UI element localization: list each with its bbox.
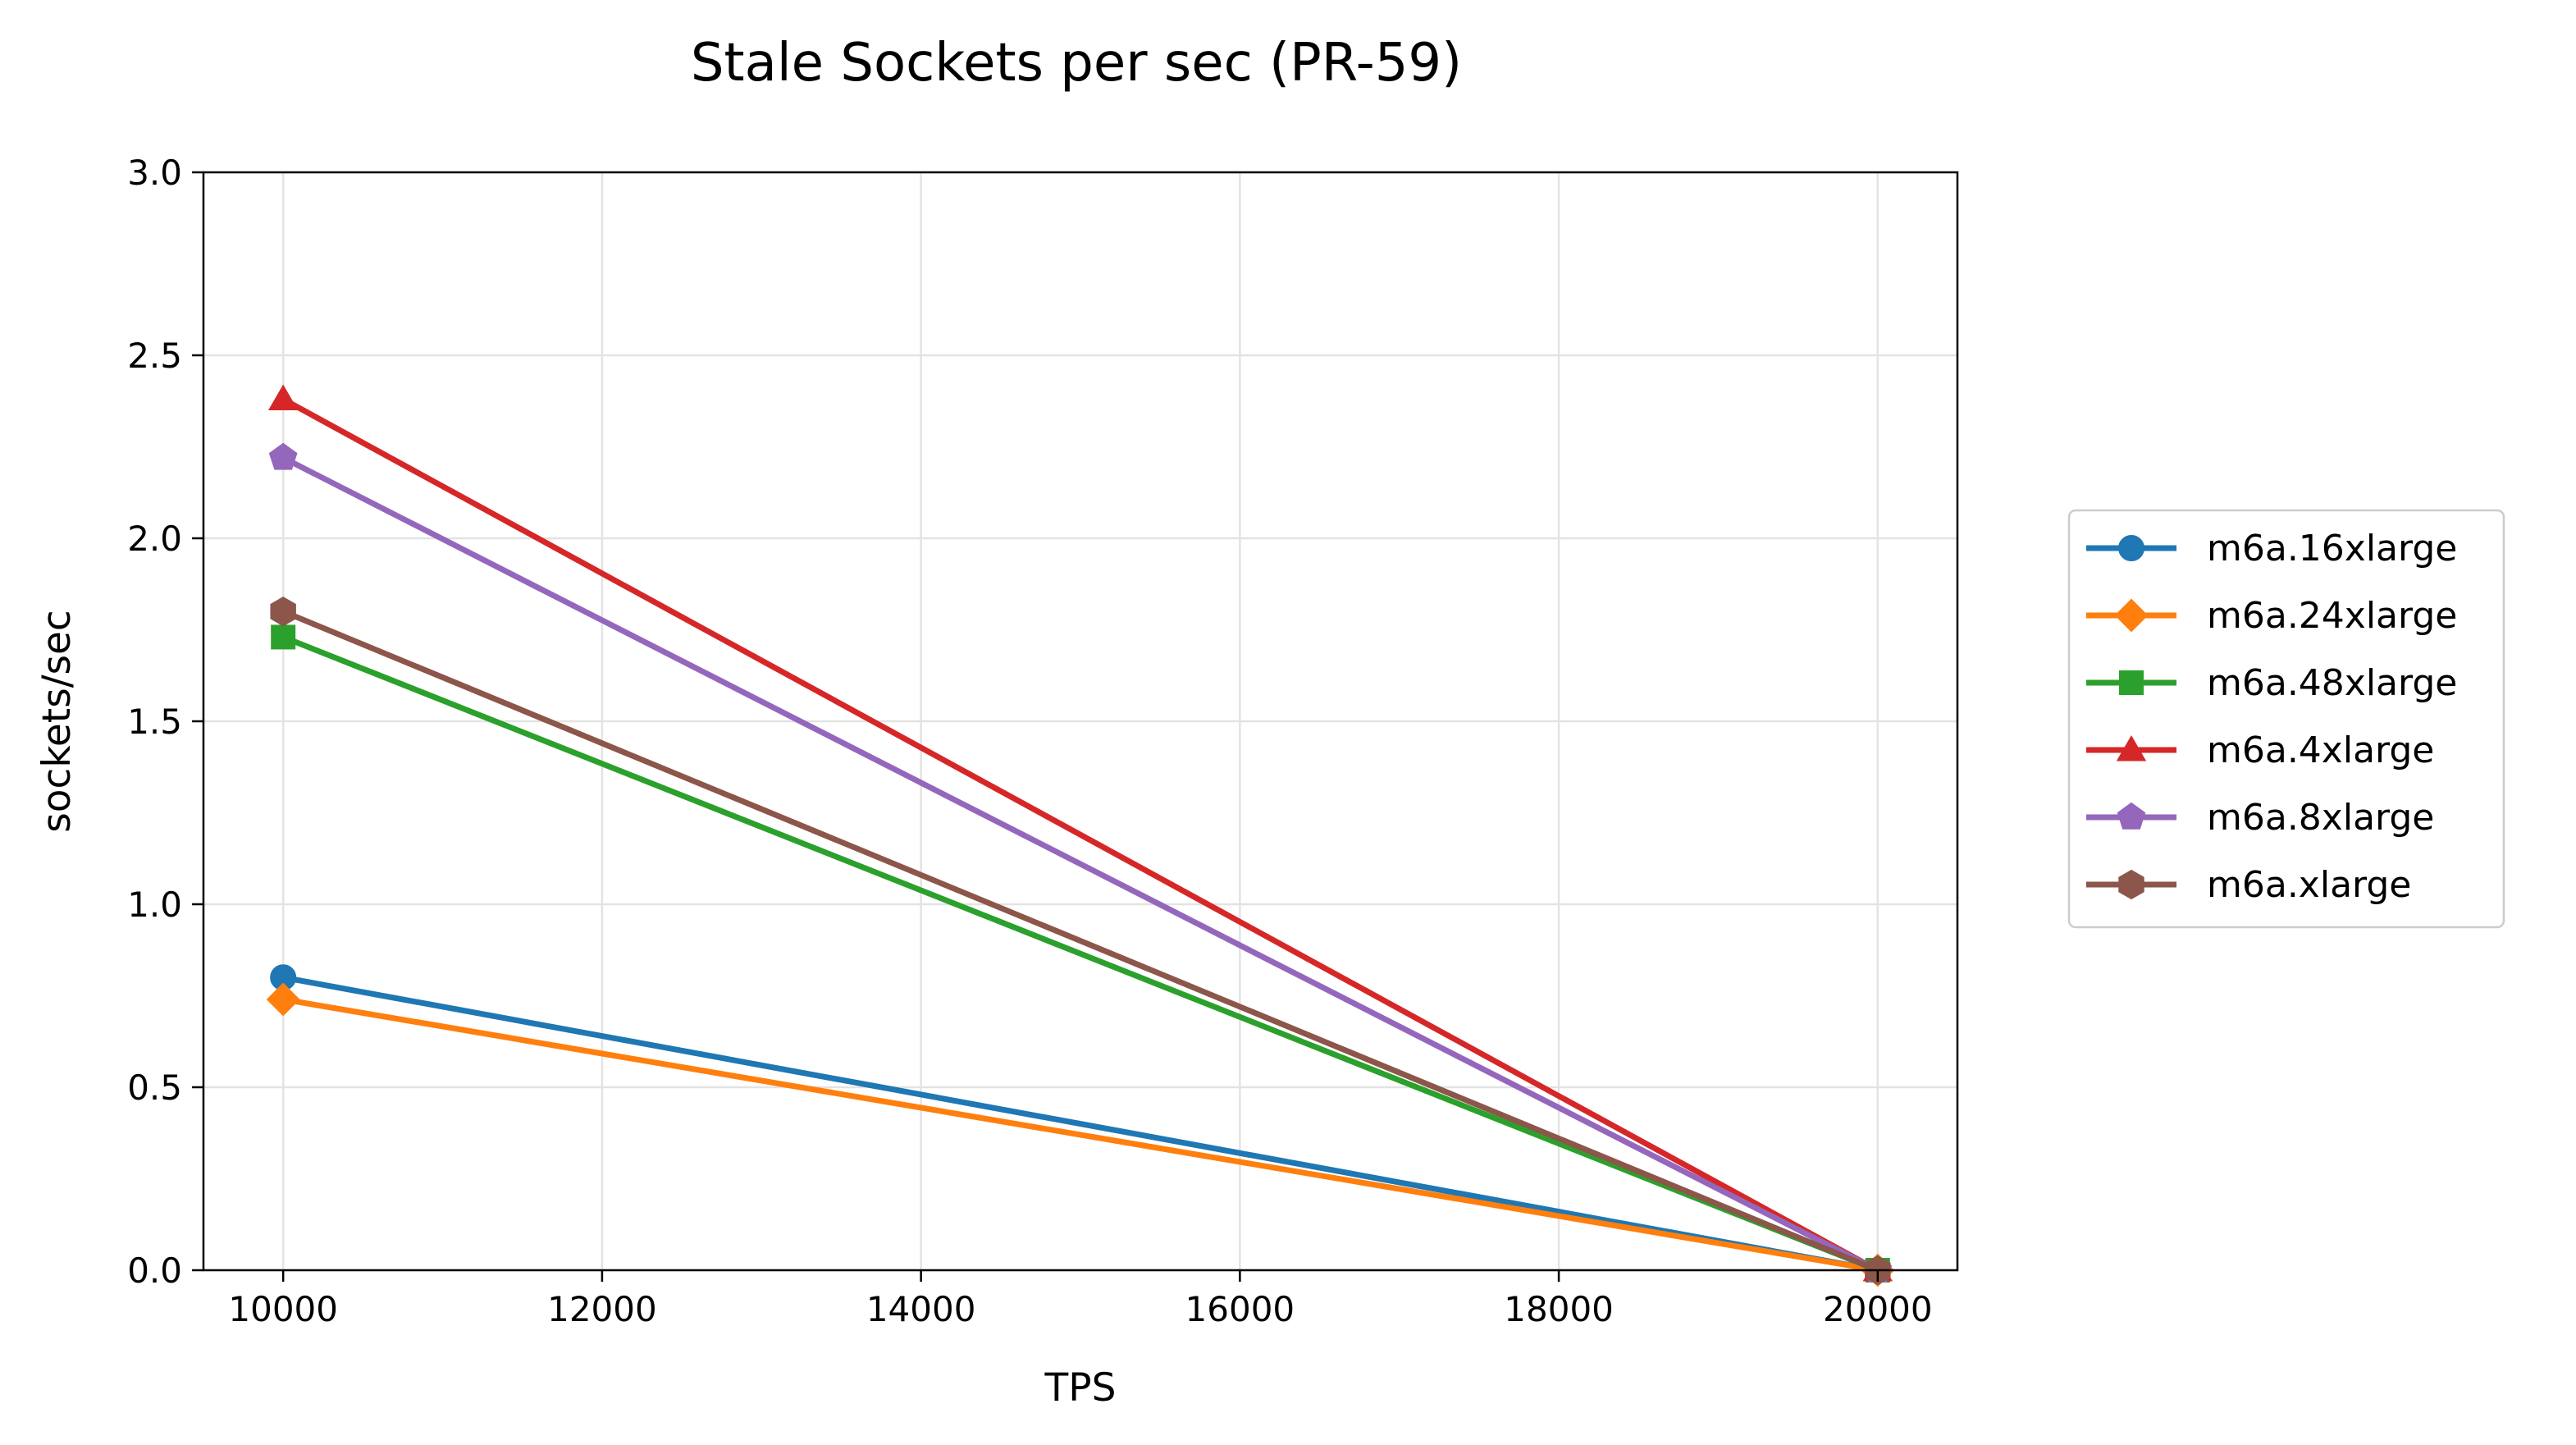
legend-label: m6a.24xlarge (2207, 595, 2457, 637)
y-tick-label: 1.5 (127, 702, 182, 742)
chart-title: Stale Sockets per sec (PR-59) (691, 33, 1462, 94)
legend-entry: m6a.48xlarge (2086, 662, 2457, 704)
y-tick-label: 0.5 (127, 1068, 182, 1108)
data-point-m6a-8xlarge (268, 442, 298, 470)
y-axis-ticks: 0.0 0.5 1.0 1.5 2.0 2.5 3.0 (127, 153, 203, 1291)
series-line-m6a-48xlarge (280, 633, 1881, 1274)
y-tick-label: 2.0 (127, 519, 182, 559)
data-point-m6a-4xlarge (267, 384, 299, 411)
legend-label: m6a.16xlarge (2207, 528, 2457, 569)
legend-marker (2114, 598, 2149, 633)
series-line-m6a-24xlarge (280, 996, 1881, 1274)
y-tick-label: 1.0 (127, 885, 182, 925)
legend-marker (2116, 734, 2147, 761)
legend-box (2067, 509, 2505, 929)
data-point-m6a-xlarge (270, 597, 296, 627)
series-line-m6a-16xlarge (280, 974, 1881, 1274)
x-tick-label: 18000 (1504, 1289, 1614, 1329)
legend-entry: m6a.8xlarge (2086, 797, 2434, 839)
legend-entry: m6a.xlarge (2086, 864, 2411, 906)
x-tick-label: 10000 (228, 1289, 338, 1329)
series-line-m6a-4xlarge (280, 396, 1881, 1274)
data-point-m6a-24xlarge (266, 982, 300, 1017)
legend-label: m6a.48xlarge (2207, 662, 2457, 704)
x-axis-label: TPS (1044, 1365, 1117, 1411)
legend-marker (2118, 869, 2144, 900)
series-line-m6a-8xlarge (280, 455, 1881, 1274)
legend-marker (2118, 535, 2144, 561)
legend: m6a.16xlarge m6a.24xlarge m6a.48xlarge m6a.… (2067, 509, 2505, 929)
legend-marker (2119, 670, 2144, 695)
plot-series (266, 384, 1895, 1287)
y-tick-label: 0.0 (127, 1251, 182, 1291)
legend-label: m6a.xlarge (2207, 864, 2411, 906)
y-tick-label: 2.5 (127, 336, 182, 376)
series-line-m6a-xlarge (280, 608, 1881, 1274)
x-tick-label: 20000 (1823, 1289, 1933, 1329)
legend-marker (2117, 802, 2146, 830)
legend-entries: m6a.16xlarge m6a.24xlarge m6a.48xlarge m6a.… (2086, 528, 2457, 906)
legend-entry: m6a.16xlarge (2086, 528, 2457, 569)
legend-entry: m6a.24xlarge (2086, 595, 2457, 637)
legend-entry: m6a.4xlarge (2086, 729, 2434, 771)
y-tick-label: 3.0 (127, 153, 182, 193)
x-axis-ticks: 10000 12000 14000 16000 18000 20000 (228, 1270, 1933, 1329)
x-tick-label: 12000 (547, 1289, 657, 1329)
y-axis-label: sockets/sec (34, 610, 80, 833)
legend-label: m6a.4xlarge (2207, 729, 2434, 771)
x-tick-label: 16000 (1185, 1289, 1295, 1329)
grid (203, 171, 1957, 1272)
legend-label: m6a.8xlarge (2207, 797, 2434, 839)
data-point-m6a-48xlarge (271, 624, 296, 650)
x-tick-label: 14000 (866, 1289, 976, 1329)
